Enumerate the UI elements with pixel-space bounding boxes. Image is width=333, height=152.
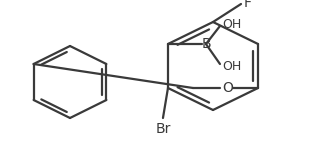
Text: Br: Br [155,122,170,136]
Text: OH: OH [222,59,241,73]
Text: F: F [244,0,252,10]
Text: O: O [222,81,233,95]
Text: OH: OH [222,17,241,31]
Text: B: B [201,37,211,51]
